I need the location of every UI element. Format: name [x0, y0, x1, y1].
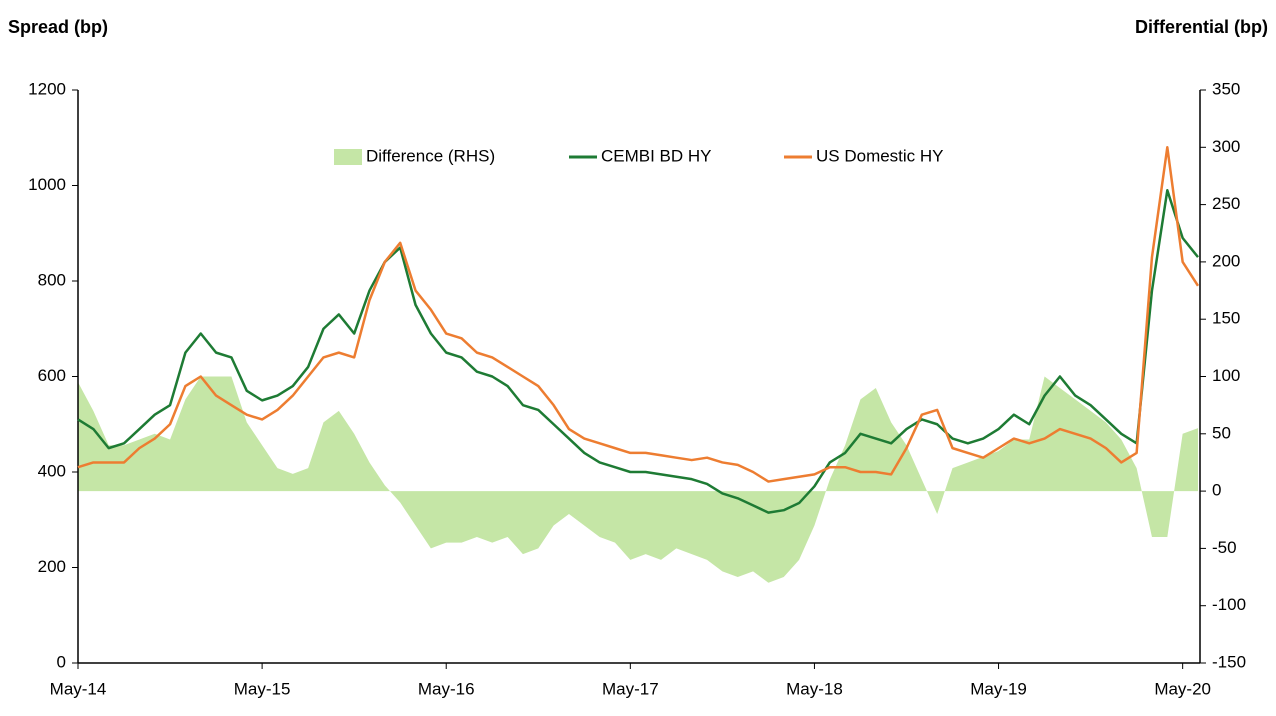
- x-tick-label: May-19: [970, 679, 1027, 698]
- y-tick-label: 200: [38, 557, 66, 576]
- y-tick-label: 400: [38, 461, 66, 480]
- y-tick-label: 800: [38, 270, 66, 289]
- legend-label: Difference (RHS): [366, 146, 495, 165]
- y2-tick-label: 50: [1212, 423, 1231, 442]
- x-tick-label: May-20: [1154, 679, 1211, 698]
- y2-tick-label: 350: [1212, 79, 1240, 98]
- y2-tick-label: -150: [1212, 652, 1246, 671]
- legend-swatch: [334, 149, 362, 165]
- y-axis-label: Spread (bp): [8, 17, 108, 37]
- x-tick-label: May-18: [786, 679, 843, 698]
- x-tick-label: May-16: [418, 679, 475, 698]
- y2-tick-label: 100: [1212, 366, 1240, 385]
- difference-area: [78, 376, 1198, 583]
- y2-tick-label: 300: [1212, 137, 1240, 156]
- legend-label: CEMBI BD HY: [601, 146, 712, 165]
- x-tick-label: May-14: [50, 679, 107, 698]
- y-tick-label: 1000: [28, 175, 66, 194]
- y2-tick-label: -50: [1212, 538, 1237, 557]
- y2-axis-label: Differential (bp): [1135, 17, 1268, 37]
- y2-tick-label: 150: [1212, 309, 1240, 328]
- y2-tick-label: 0: [1212, 481, 1221, 500]
- x-tick-label: May-15: [234, 679, 291, 698]
- series-line: [77, 146, 1200, 483]
- legend-label: US Domestic HY: [816, 146, 944, 165]
- y-tick-label: 0: [57, 652, 66, 671]
- x-tick-label: May-17: [602, 679, 659, 698]
- y-tick-label: 1200: [28, 79, 66, 98]
- y2-tick-label: -100: [1212, 595, 1246, 614]
- y-tick-label: 600: [38, 366, 66, 385]
- y2-tick-label: 250: [1212, 194, 1240, 213]
- y2-tick-label: 200: [1212, 251, 1240, 270]
- series-line: [77, 189, 1199, 514]
